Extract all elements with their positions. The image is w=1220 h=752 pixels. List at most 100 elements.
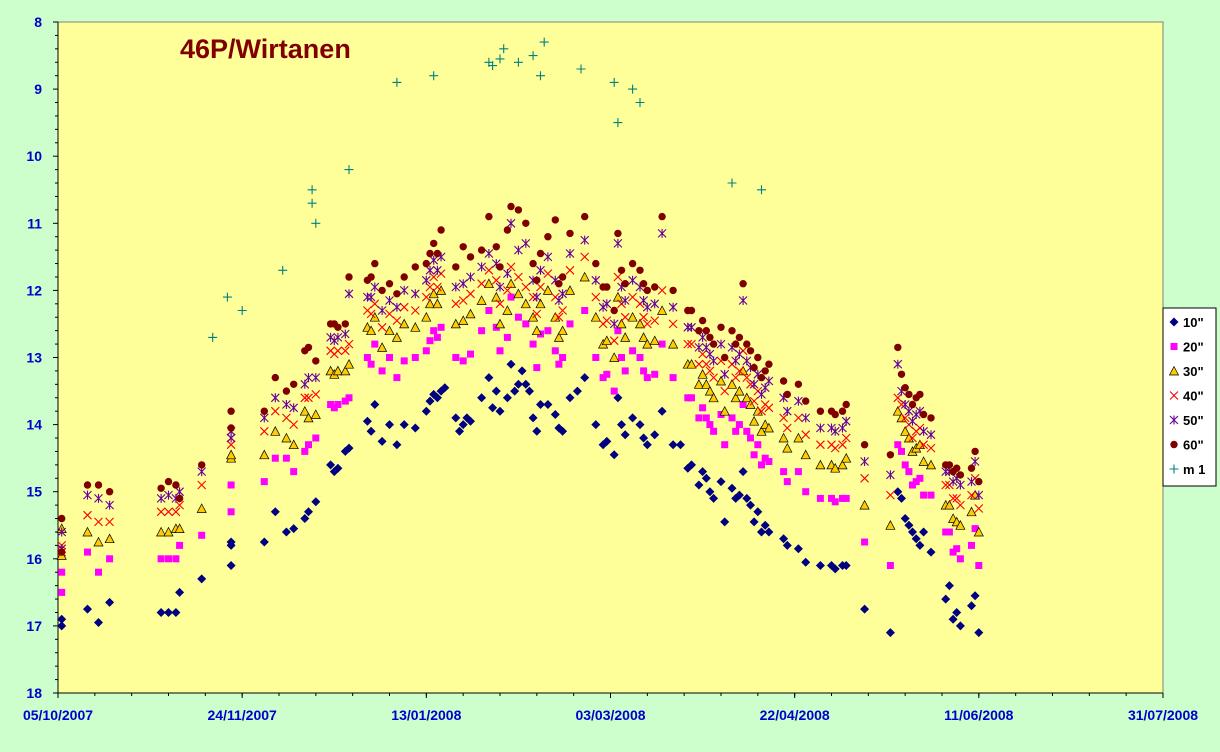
data-point: [721, 441, 728, 448]
data-point: [58, 548, 65, 555]
data-point: [345, 273, 352, 280]
data-point: [312, 357, 319, 364]
data-point: [581, 307, 588, 314]
data-point: [198, 461, 205, 468]
data-point: [695, 327, 702, 334]
data-point: [515, 206, 522, 213]
data-point: [228, 482, 235, 489]
data-point: [515, 314, 522, 321]
data-point: [412, 354, 419, 361]
data-point: [861, 441, 868, 448]
data-point: [688, 307, 695, 314]
data-point: [504, 226, 511, 233]
data-point: [618, 267, 625, 274]
data-point: [305, 441, 312, 448]
data-point: [670, 374, 677, 381]
x-tick-label: 22/04/2008: [760, 707, 830, 723]
data-point: [559, 354, 566, 361]
y-tick-label: 10: [26, 148, 42, 164]
data-point: [312, 435, 319, 442]
data-point: [567, 320, 574, 327]
data-point: [946, 461, 953, 468]
data-point: [603, 283, 610, 290]
data-point: [637, 354, 644, 361]
data-point: [640, 280, 647, 287]
data-point: [832, 498, 839, 505]
data-point: [58, 589, 65, 596]
data-point: [898, 371, 905, 378]
data-point: [916, 475, 923, 482]
data-point: [975, 562, 982, 569]
data-point: [283, 387, 290, 394]
data-point: [84, 481, 91, 488]
y-tick-label: 17: [26, 618, 42, 634]
data-point: [401, 357, 408, 364]
data-point: [710, 340, 717, 347]
data-point: [566, 230, 573, 237]
data-point: [659, 341, 666, 348]
data-point: [452, 263, 459, 270]
data-point: [378, 287, 385, 294]
data-point: [430, 327, 437, 334]
data-point: [106, 488, 113, 495]
data-point: [843, 495, 850, 502]
data-point: [946, 529, 953, 536]
y-tick-label: 15: [26, 484, 42, 500]
data-point: [629, 347, 636, 354]
data-point: [533, 364, 540, 371]
data-point: [106, 555, 113, 562]
data-point: [732, 428, 739, 435]
data-point: [437, 226, 444, 233]
data-point: [669, 287, 676, 294]
x-tick-label: 31/07/2008: [1128, 707, 1198, 723]
data-point: [485, 213, 492, 220]
legend-label: 20": [1183, 340, 1204, 355]
data-point: [530, 341, 537, 348]
data-point: [478, 246, 485, 253]
data-point: [228, 508, 235, 515]
data-point: [478, 327, 485, 334]
data-point: [367, 273, 374, 280]
data-point: [920, 492, 927, 499]
data-point: [342, 320, 349, 327]
data-point: [371, 341, 378, 348]
data-point: [614, 327, 621, 334]
data-point: [423, 260, 430, 267]
data-point: [460, 243, 467, 250]
data-point: [434, 250, 441, 257]
data-point: [747, 347, 754, 354]
data-point: [427, 337, 434, 344]
data-point: [386, 280, 393, 287]
data-point: [423, 347, 430, 354]
data-point: [902, 384, 909, 391]
data-point: [894, 344, 901, 351]
data-point: [434, 334, 441, 341]
data-point: [861, 539, 868, 546]
legend-marker: [1170, 441, 1177, 448]
x-tick-label: 13/01/2008: [391, 707, 461, 723]
data-point: [887, 451, 894, 458]
data-point: [710, 428, 717, 435]
data-point: [706, 421, 713, 428]
data-point: [751, 451, 758, 458]
data-point: [555, 361, 562, 368]
data-point: [460, 357, 467, 364]
y-tick-label: 8: [34, 14, 42, 30]
data-point: [802, 397, 809, 404]
data-point: [176, 495, 183, 502]
data-point: [467, 351, 474, 358]
data-point: [721, 354, 728, 361]
data-point: [703, 327, 710, 334]
x-tick-label: 03/03/2008: [575, 707, 645, 723]
data-point: [736, 421, 743, 428]
data-point: [611, 307, 618, 314]
data-point: [717, 324, 724, 331]
data-point: [887, 562, 894, 569]
y-tick-label: 18: [26, 685, 42, 701]
data-point: [614, 230, 621, 237]
data-point: [971, 448, 978, 455]
legend-label: 60": [1183, 438, 1204, 453]
data-point: [644, 287, 651, 294]
data-point: [758, 461, 765, 468]
data-point: [290, 468, 297, 475]
